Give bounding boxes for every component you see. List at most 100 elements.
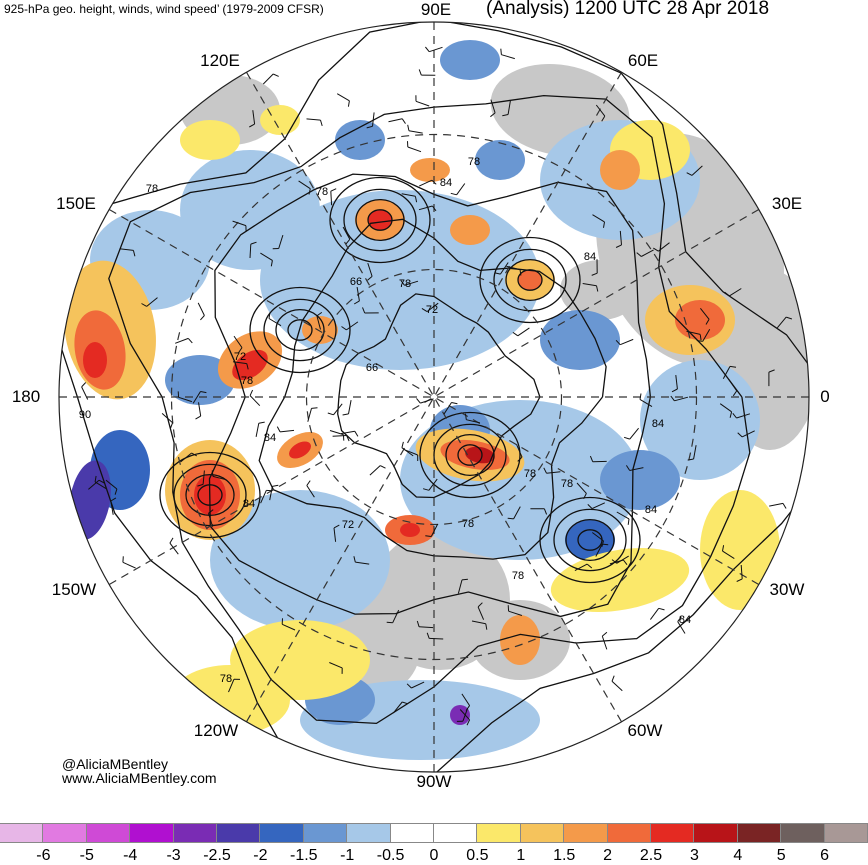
wind-barb-flag [195,415,201,420]
wind-barb-flag [238,347,243,353]
wind-barb-flag [208,509,214,514]
contour-label: 78 [561,478,573,490]
wind-barb [306,485,315,498]
wind-barb-flag [671,388,678,393]
wind-barb-flag [677,616,682,622]
low-contour [275,308,325,352]
shade-patch [518,270,542,290]
wind-barb-flag [353,556,356,563]
wind-barb [419,626,434,629]
wind-barb-flag [272,484,279,487]
colorbar-label: 0.5 [466,847,489,864]
contour-label: 84 [264,432,276,444]
contour-label: 78 [316,186,328,198]
wind-barb [620,338,634,346]
wind-barb-flag [451,402,458,405]
wind-barb-flag [354,430,359,437]
wind-barb-flag [362,307,366,314]
wind-barb-flag [330,188,337,192]
wind-barb [776,316,787,329]
wind-barb [298,180,311,190]
wind-barb [404,280,419,286]
low-contour [539,496,641,584]
shade-patch [540,310,620,370]
colorbar-label: -5 [79,847,94,864]
colorbar-swatch [130,823,174,843]
contour-label: 78 [220,673,232,685]
wind-barb-flag [187,338,193,344]
wind-barb [595,543,603,557]
wind-barb-flag [477,602,483,608]
wind-barb-flag [450,192,457,196]
wind-barb-flag [615,244,622,248]
wind-barb-flag [687,458,694,461]
wind-barb [601,635,608,650]
contour-label: 78 [399,278,411,290]
wind-barb [372,112,375,127]
colorbar-swatch [173,823,217,843]
shade-patch [180,150,320,270]
wind-barb [686,330,701,335]
wind-barb [404,449,418,456]
low-contour [565,518,615,562]
wind-barb-flag [431,179,437,185]
shade-patch [410,158,450,182]
wind-barb [333,527,337,542]
colorbar-swatch [651,823,695,843]
wind-barb-flag [422,488,430,491]
wind-barb-flag [519,269,522,276]
wind-barb-flag [601,540,604,547]
shade-patch [550,548,690,612]
shade-patch [450,215,490,245]
wind-barb [228,679,235,693]
lon-label-150e: 150E [56,194,96,213]
colorbar-label: 2.5 [639,847,663,864]
lon-label-60e: 60E [627,51,659,70]
colorbar-label: 2 [603,847,613,864]
wind-barb-flag [517,456,523,462]
wind-barb-flag [418,69,422,76]
wind-barb-flag [327,412,334,416]
wind-barb [169,542,179,555]
wind-barb [110,500,114,515]
low-contour [479,236,581,324]
wind-barb [175,337,189,344]
wind-barb [408,130,423,134]
wind-barb [356,287,360,301]
wind-barb-flag [98,479,105,484]
wind-barb [591,532,604,542]
shade-patch [210,490,390,630]
wind-barb-flag [603,221,605,228]
wind-barb-flag [270,260,273,267]
wind-barb [736,413,751,419]
wind-barb-flag [465,413,467,420]
colorbar-swatch [737,823,782,843]
colorbar: -6 -5 -4 -3 -2.5 -2 -1.5 -1 -0.5 0 0.5 1 1.5 2 2.5 3 4 5 6 [0,823,868,865]
wind-barb [461,693,471,706]
contour-label: 72 [234,351,246,363]
wind-barb [719,403,732,413]
wind-barb-flag [258,421,265,424]
wind-barb [508,610,523,616]
wind-barb-flag [782,503,787,509]
chart-title-left: 925-hPa geo. height, winds, wind speed’ … [4,2,324,16]
wind-barb [280,429,295,433]
shade-patch [465,446,495,464]
colorbar-swatch [217,823,261,843]
wind-barb [346,321,359,331]
shade-patch [600,150,640,190]
low-contour [197,484,223,506]
wind-barb-flag [81,382,87,388]
wind-barb-flag [736,578,743,582]
colorbar-label: 1 [516,847,526,864]
wind-barb-flag [400,280,405,286]
latitude-circle [305,268,563,526]
wind-barb-flag [200,315,205,321]
wind-barb-flag [406,683,412,689]
wind-barb-flag [94,475,97,482]
wind-barb-flag [191,452,198,457]
low-contour [457,444,483,466]
wind-barb-flag [636,252,642,257]
wind-barb-flag [724,291,730,297]
wind-barb-flag [426,632,430,639]
